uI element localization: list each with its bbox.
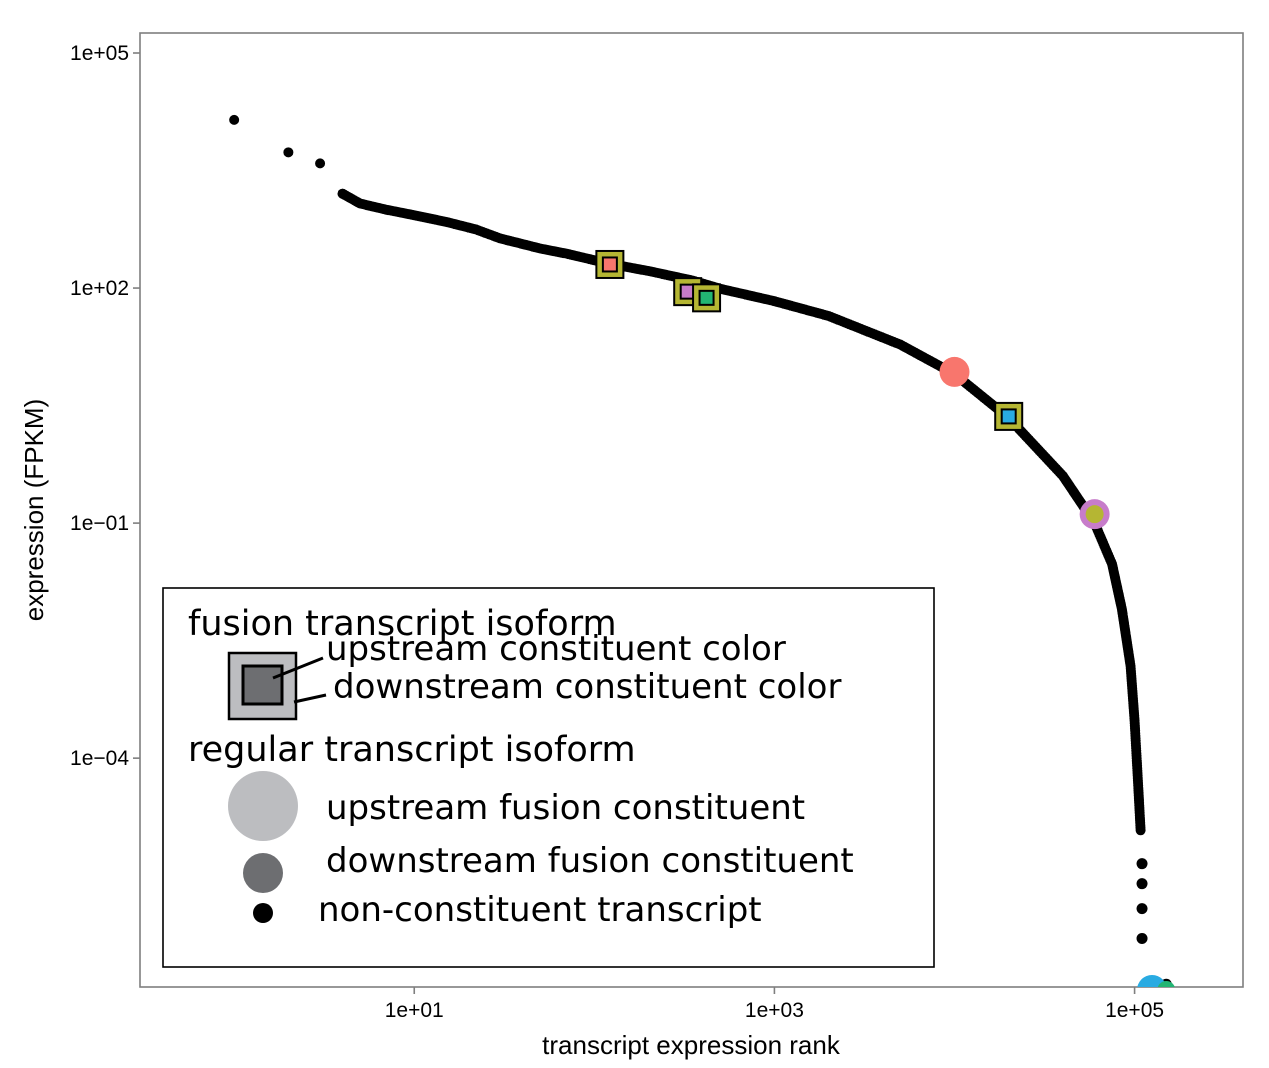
y-tick-label: 1e+05	[70, 42, 129, 65]
legend-downstream-pointer	[293, 693, 327, 704]
y-axis: 1e+05 1e+02 1e−01 1e−04	[70, 42, 140, 770]
regular-isoform-upstream-point	[939, 356, 970, 387]
y-tick-label: 1e−04	[70, 747, 129, 770]
data-layer	[229, 114, 1175, 987]
transcript-point	[315, 158, 326, 169]
legend-box	[162, 587, 935, 968]
transcript-point	[1136, 903, 1148, 915]
legend-fusion-upstream-label: upstream constituent color	[326, 629, 786, 669]
regular-isoform-downstream-point	[1157, 980, 1175, 987]
transcript-point	[1136, 858, 1148, 870]
legend-regular-upstream-swatch	[228, 771, 298, 841]
legend-regular-title: regular transcript isoform	[188, 730, 636, 770]
transcript-point	[283, 147, 294, 158]
legend: fusion transcript isoform upstream const…	[162, 587, 935, 968]
legend-fusion-downstream-swatch	[241, 664, 284, 706]
transcript-point	[229, 114, 240, 125]
fusion-isoform-downstream-marker	[601, 256, 618, 273]
x-tick-label: 1e+05	[1105, 999, 1164, 1022]
x-tick-label: 1e+03	[745, 999, 804, 1022]
x-tick-label: 1e+01	[385, 999, 444, 1022]
regular-isoform-upstream-point	[1137, 974, 1167, 987]
fusion-isoform-downstream-marker	[1000, 408, 1017, 425]
transcript-point	[1135, 825, 1146, 836]
legend-non-constituent-label: non-constituent transcript	[318, 890, 762, 930]
x-axis: 1e+01 1e+03 1e+05	[385, 987, 1164, 1022]
legend-non-constituent-swatch	[253, 903, 273, 923]
y-tick-label: 1e−01	[70, 512, 129, 535]
legend-regular-upstream-label: upstream fusion constituent	[326, 788, 805, 828]
legend-fusion-downstream-label: downstream constituent color	[333, 667, 841, 707]
y-axis-title: expression (FPKM)	[19, 399, 49, 622]
regular-isoform-downstream-point	[1085, 505, 1104, 524]
y-tick-label: 1e+02	[70, 277, 129, 300]
transcript-point	[1136, 932, 1148, 944]
fusion-isoform-downstream-marker	[698, 289, 715, 306]
legend-fusion-title: fusion transcript isoform	[188, 604, 617, 644]
legend-upstream-pointer	[272, 656, 324, 680]
transcript-point	[1136, 878, 1148, 890]
legend-regular-downstream-label: downstream fusion constituent	[326, 841, 854, 881]
legend-regular-downstream-swatch	[243, 853, 283, 893]
x-axis-title: transcript expression rank	[542, 1030, 841, 1060]
